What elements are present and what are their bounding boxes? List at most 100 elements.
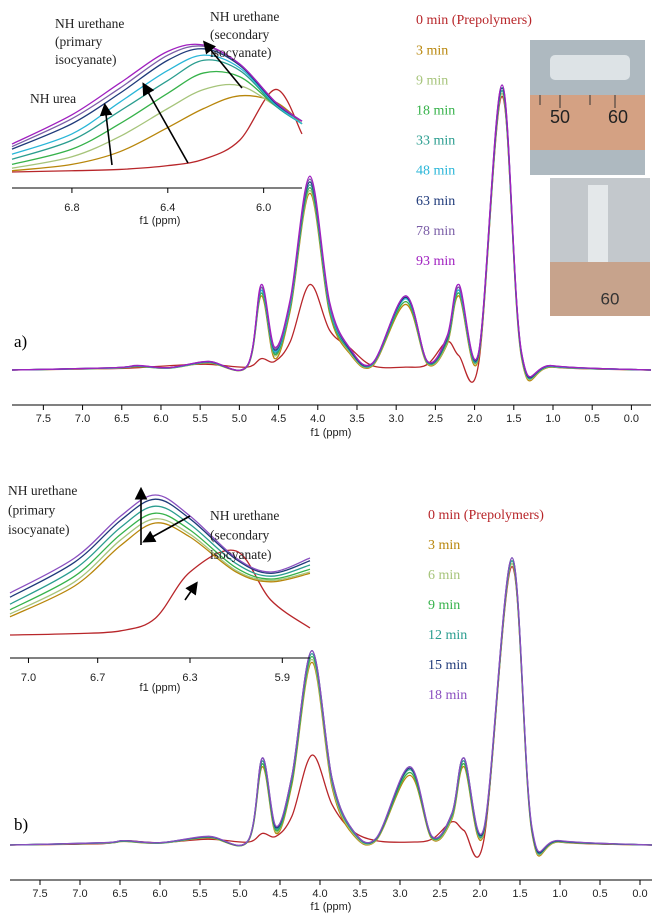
x-axis-label: f1 (ppm) [311,427,352,439]
legend-entry: 3 min [428,538,460,553]
x-tick-label: 4.0 [310,413,325,425]
x-tick-label: 7.0 [21,672,36,684]
annotation: NH urea [30,91,76,106]
x-tick-label: 5.0 [232,888,247,900]
spectrum-line [9,557,653,853]
x-axis-label: f1 (ppm) [140,215,181,227]
x-tick-label: 3.5 [349,413,364,425]
annotation: isocyanate) [55,52,116,67]
x-tick-label: 6.3 [182,672,197,684]
legend-entry: 12 min [428,628,467,643]
legend-entry: 18 min [428,688,467,703]
arrow [202,40,243,89]
x-tick-label: 1.0 [545,413,560,425]
spectrum-line [11,88,303,173]
annotation: (primary [55,34,102,49]
annotation: NH urethane [210,9,279,24]
x-tick-label: 6.0 [256,202,271,214]
x-tick-label: 7.5 [32,888,47,900]
annotation: NH urethane [8,483,77,498]
x-tick-label: 6.4 [160,202,175,214]
legend-entry: 0 min (Prepolymers) [428,508,544,523]
annotation: NH urethane [210,508,279,523]
arrow [142,515,191,543]
x-tick-label: 0.0 [624,413,639,425]
x-tick-label: 1.5 [512,888,527,900]
x-tick-label: 2.5 [428,413,443,425]
legend-entry: 6 min [428,568,460,583]
x-tick-label: 1.0 [552,888,567,900]
annotation: isocyanate) [210,547,271,562]
x-tick-label: 6.5 [112,888,127,900]
spectrum-line [11,54,303,155]
spectrum-line [9,494,311,594]
x-axis-label: f1 (ppm) [140,682,181,694]
spectrum-line [9,560,653,855]
legend-entry: 63 min [416,194,455,209]
spectrum-line [9,565,653,858]
x-tick-label: 3.0 [392,888,407,900]
spectrum-line [9,563,653,856]
spectrum-line [9,557,653,854]
x-tick-label: 4.5 [271,413,286,425]
legend-entry: 93 min [416,254,455,269]
x-tick-label: 6.8 [64,202,79,214]
x-tick-label: 1.5 [506,413,521,425]
x-tick-label: 6.0 [153,413,168,425]
x-tick-label: 4.5 [272,888,287,900]
x-tick-label: 2.5 [432,888,447,900]
spectrum-line [11,43,303,145]
photo-bottom: 60 [550,178,650,316]
x-axis-label: f1 (ppm) [311,901,352,913]
ruler-label: 60 [601,289,620,308]
x-tick-label: 0.5 [592,888,607,900]
x-tick-label: 5.5 [193,413,208,425]
x-tick-label: 4.0 [312,888,327,900]
annotation: NH urethane [55,16,124,31]
x-tick-label: 7.0 [72,888,87,900]
annotation: isocyanate) [210,45,271,60]
x-tick-label: 5.5 [192,888,207,900]
x-tick-label: 2.0 [472,888,487,900]
legend-entry: 9 min [416,73,448,88]
arrow [142,82,189,164]
spectrum-line [9,560,653,855]
annotation: isocyanate) [8,522,69,537]
legend-entry: 33 min [416,134,455,149]
x-tick-label: 7.0 [75,413,90,425]
x-tick-label: 3.0 [389,413,404,425]
legend-entry: 3 min [416,43,448,58]
spectrum-line [11,84,652,378]
arrow [184,581,198,601]
annotation: (secondary [210,528,269,543]
spectrum-line [9,505,311,605]
legend-entry: 0 min (Prepolymers) [416,13,532,28]
annotation: (secondary [210,27,269,42]
annotation: (primary [8,503,55,518]
x-tick-label: 2.0 [467,413,482,425]
spectrum-line [11,59,303,160]
panel-label: b) [14,815,28,834]
panel-label: a) [14,332,27,351]
ruler-label: 50 [550,107,570,127]
legend-entry: 9 min [428,598,460,613]
spectrum-line [9,522,311,618]
spectrum-line [11,48,303,150]
spectrum-line [9,518,311,615]
legend-entry: 48 min [416,164,455,179]
x-tick-label: 3.5 [352,888,367,900]
x-tick-label: 5.0 [232,413,247,425]
arrows [99,40,243,601]
x-tick-label: 6.0 [152,888,167,900]
x-tick-label: 7.5 [36,413,51,425]
legend-entry: 18 min [416,104,455,119]
ruler-label: 60 [608,107,628,127]
x-tick-label: 6.5 [114,413,129,425]
spectrum-line [9,549,311,636]
spectrum-line [9,498,311,598]
x-tick-label: 5.9 [275,672,290,684]
spectrum-line [9,563,653,857]
arrow [99,102,113,166]
